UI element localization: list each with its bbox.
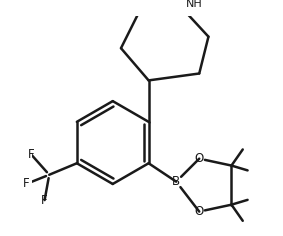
Text: F: F [27,148,34,160]
Text: B: B [172,175,180,188]
Text: F: F [23,177,29,190]
Text: O: O [195,205,204,218]
Text: O: O [195,152,204,165]
Text: NH: NH [185,0,202,9]
Text: F: F [41,194,48,206]
